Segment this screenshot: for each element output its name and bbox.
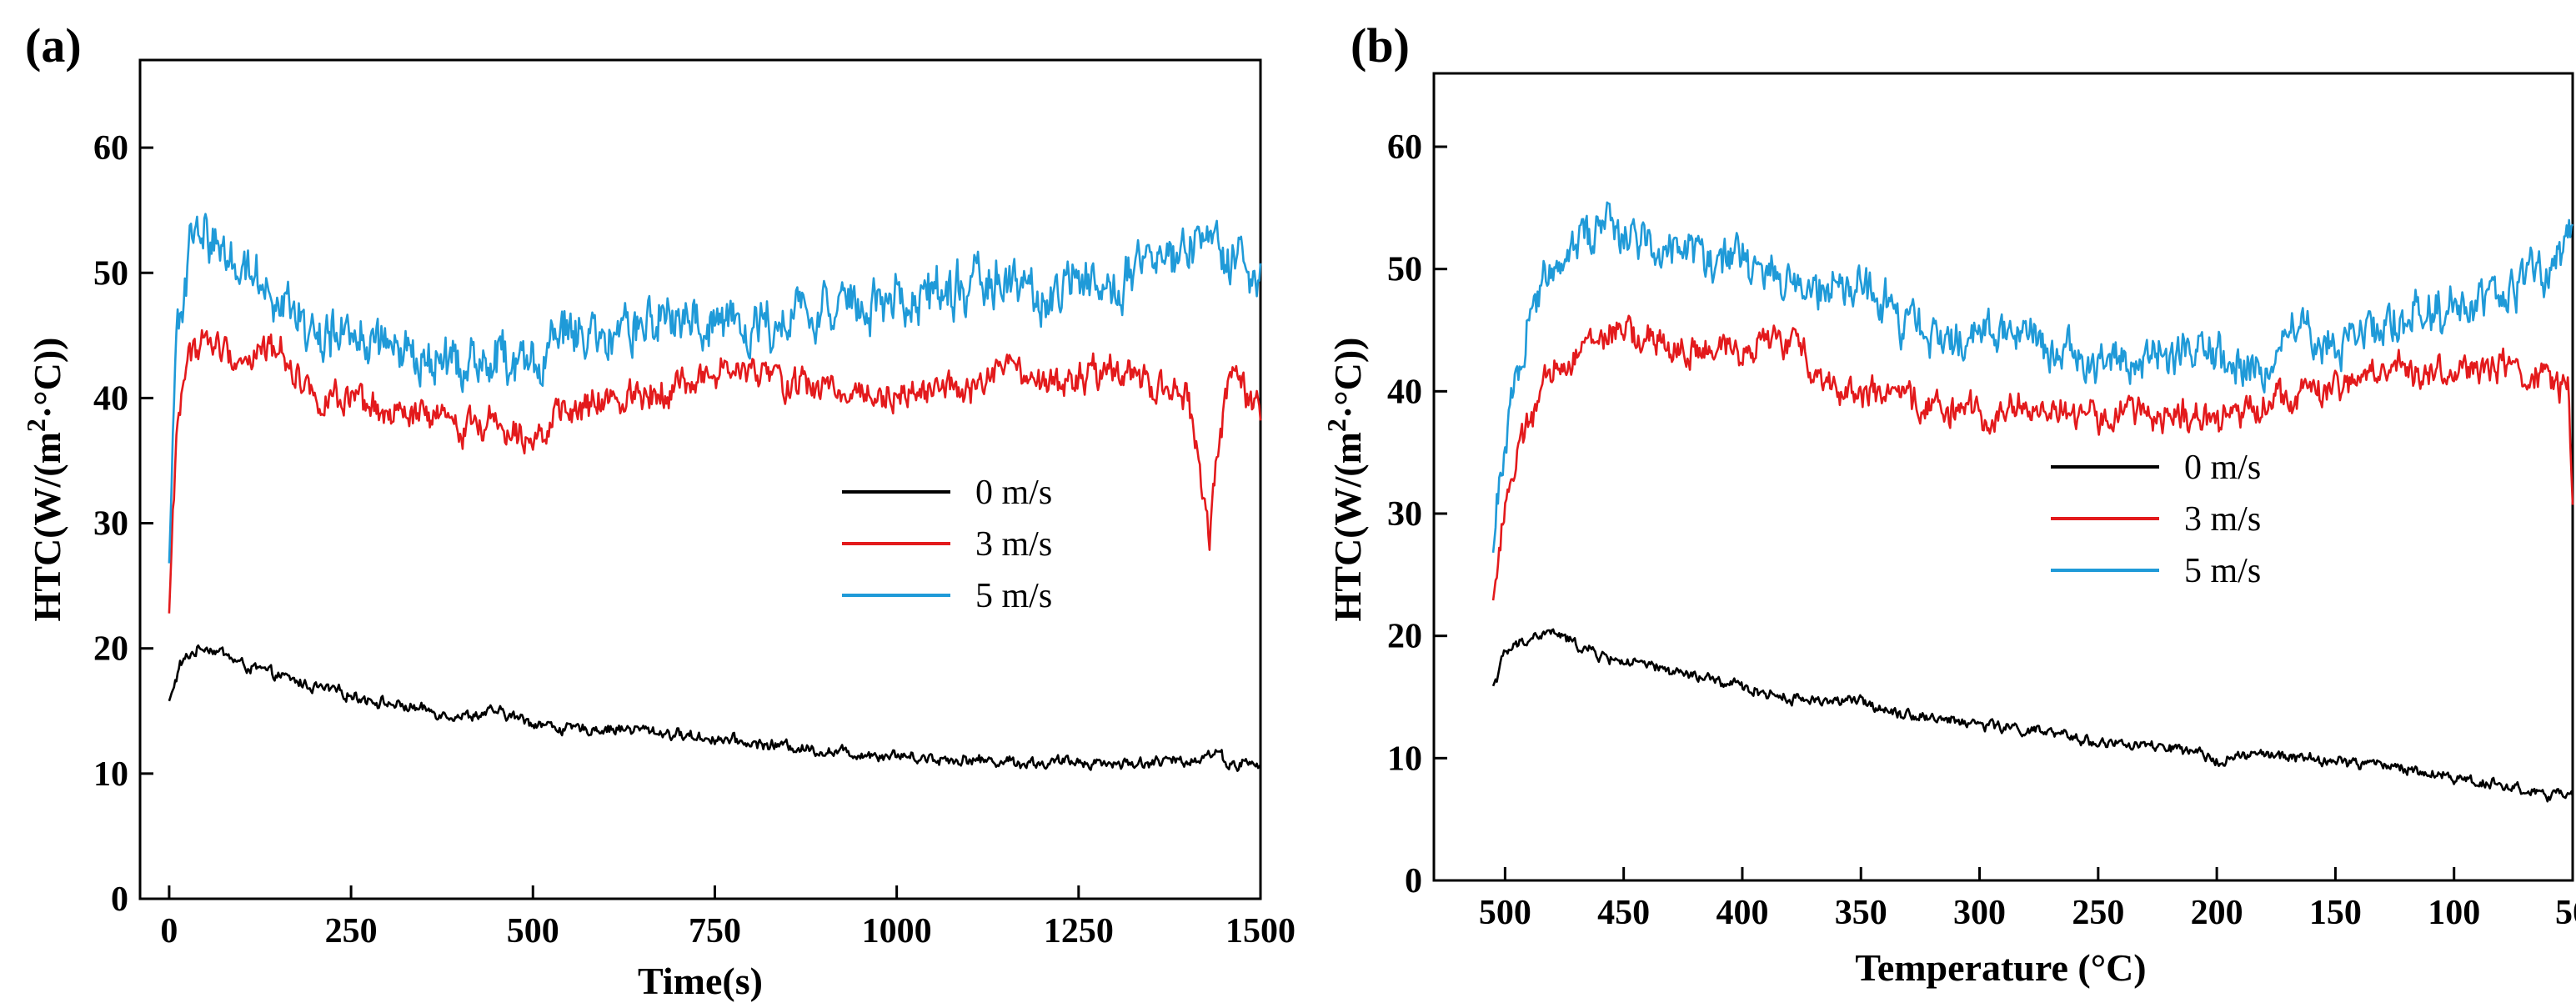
x-tick-label: 0	[160, 912, 178, 950]
y-axis-title-b-main: HTC(W/(m	[1326, 432, 1369, 621]
x-tick-label: 500	[507, 912, 559, 950]
x-tick-label: 200	[2191, 894, 2243, 932]
series-line-0-m-s	[168, 644, 1262, 772]
y-axis-title-a-sup: 2	[21, 419, 51, 432]
plot-frame-b	[1432, 72, 2574, 882]
y-axis-title-b-sup: 2	[1321, 419, 1351, 432]
y-axis-title-a: HTC(W/(m2·°C))	[21, 337, 68, 621]
y-tick-label: 60	[1387, 128, 1422, 167]
series-line-0-m-s	[1491, 628, 2574, 803]
y-axis-title-b: HTC(W/(m2·°C))	[1321, 337, 1369, 621]
x-tick-label: 100	[2428, 894, 2480, 932]
x-tick-label: 50	[2555, 894, 2576, 932]
legend-label: 3 m/s	[975, 525, 1052, 564]
panel-label-b: (b)	[1351, 18, 1410, 73]
x-tick-label: 350	[1835, 894, 1887, 932]
y-tick-label: 50	[1387, 251, 1422, 289]
x-tick-label: 300	[1953, 894, 2006, 932]
y-tick-label: 30	[93, 505, 128, 544]
plot-frame-a	[138, 58, 1262, 900]
panel-a: (a) 0 250 500 750 1000 1250 15000102030405060 …	[21, 18, 1296, 1002]
series-line-5-m-s	[168, 213, 1262, 564]
y-tick-label: 0	[1405, 862, 1422, 900]
legend-label: 0 m/s	[975, 474, 1052, 512]
y-tick-label: 20	[93, 630, 128, 669]
x-axis-title-a: Time(s)	[638, 960, 763, 1002]
series-group-a	[168, 213, 1262, 772]
x-tick-label: 1500	[1225, 912, 1296, 950]
y-tick-label: 20	[1387, 618, 1422, 656]
legend-label: 0 m/s	[2184, 449, 2261, 487]
y-axis-title-a-main: HTC(W/(m	[26, 432, 68, 621]
x-tick-label: 1250	[1044, 912, 1114, 950]
x-tick-label: 750	[689, 912, 741, 950]
y-tick-label: 30	[1387, 495, 1422, 534]
y-tick-label: 40	[93, 379, 128, 418]
axis-ticks-a: 0 250 500 750 1000 1250 1500 0 10 20 30 40 50 60	[93, 129, 1296, 950]
y-axis-title-b-tail: ·°C))	[1326, 337, 1369, 419]
legend-a: 0 m/s 3 m/s 5 m/s	[842, 474, 1052, 615]
y-axis-title-a-tail: ·°C))	[26, 337, 68, 419]
y-tick-label: 40	[1387, 373, 1422, 411]
y-tick-label: 10	[1387, 740, 1422, 778]
series-line-3-m-s	[168, 328, 1262, 614]
x-tick-label: 1000	[862, 912, 932, 950]
x-tick-label: 250	[325, 912, 378, 950]
x-axis-title-b: Temperature (°C)	[1855, 946, 2146, 989]
series-group-b	[1491, 201, 2574, 803]
legend-label: 3 m/s	[2184, 500, 2261, 539]
y-tick-label: 60	[93, 129, 128, 168]
series-line-5-m-s	[1491, 201, 2574, 554]
x-tick-label: 400	[1716, 894, 1768, 932]
x-tick-label: 250	[2072, 894, 2124, 932]
y-tick-label: 10	[93, 755, 128, 794]
x-tick-label: 500	[1479, 894, 1531, 932]
x-tick-label: 150	[2309, 894, 2362, 932]
panel-b: (b) 500450400350300250200150100500102030…	[1321, 18, 2576, 989]
axis-ticks-b: 5004504003503002502001501005001020304050…	[1387, 128, 2576, 932]
y-tick-label: 0	[111, 880, 128, 919]
y-tick-label: 50	[93, 254, 128, 293]
legend-label: 5 m/s	[2184, 552, 2261, 590]
legend-label: 5 m/s	[975, 577, 1052, 615]
series-line-3-m-s	[1491, 314, 2574, 601]
legend-b: 0 m/s 3 m/s 5 m/s	[2051, 449, 2261, 590]
panel-label-a: (a)	[25, 18, 82, 73]
x-tick-label: 450	[1597, 894, 1650, 932]
